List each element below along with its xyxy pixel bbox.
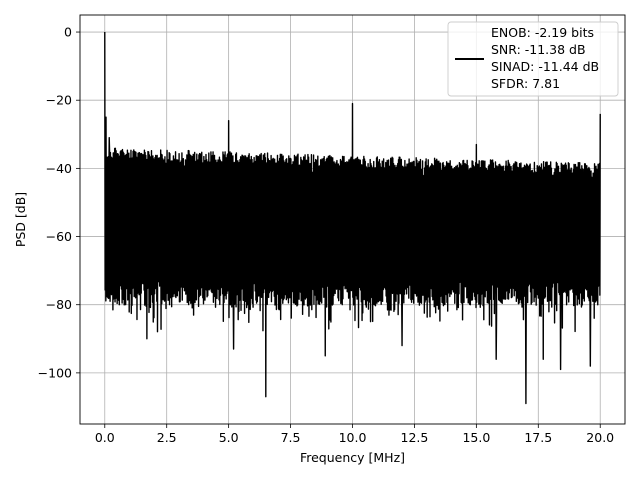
- x-tick-label: 17.5: [524, 430, 552, 445]
- y-axis-label: PSD [dB]: [13, 192, 28, 247]
- y-tick-label: −80: [46, 297, 72, 312]
- legend: ENOB: -2.19 bits SNR: -11.38 dB SINAD: -…: [447, 21, 619, 97]
- legend-line-sinad: SINAD: -11.44 dB: [491, 59, 599, 74]
- legend-line-sfdr: SFDR: 7.81: [491, 76, 560, 91]
- y-tick-label: 0: [64, 25, 72, 40]
- legend-line-enob: ENOB: -2.19 bits: [491, 25, 594, 40]
- x-tick-label: 7.5: [281, 430, 301, 445]
- x-tick-label: 5.0: [219, 430, 239, 445]
- x-axis-label: Frequency [MHz]: [300, 450, 405, 465]
- x-tick-label: 12.5: [401, 430, 429, 445]
- x-tick-label: 2.5: [157, 430, 177, 445]
- x-tick-label: 15.0: [462, 430, 490, 445]
- x-tick-label: 0.0: [95, 430, 115, 445]
- legend-box: [447, 21, 619, 97]
- plot-area: [104, 32, 601, 405]
- legend-line-snr: SNR: -11.38 dB: [491, 42, 586, 57]
- x-tick-label: 10.0: [339, 430, 367, 445]
- psd-series-line: [104, 32, 601, 405]
- y-tick-label: −100: [38, 365, 72, 380]
- y-axis-ticks: 0 −20 −40 −60 −80 −100: [38, 25, 80, 380]
- y-tick-label: −60: [46, 229, 72, 244]
- x-axis-ticks: 0.0 2.5 5.0 7.5 10.0 12.5 15.0 17.5 20.0: [95, 424, 614, 445]
- x-tick-label: 20.0: [586, 430, 614, 445]
- y-tick-label: −20: [46, 93, 72, 108]
- y-tick-label: −40: [46, 161, 72, 176]
